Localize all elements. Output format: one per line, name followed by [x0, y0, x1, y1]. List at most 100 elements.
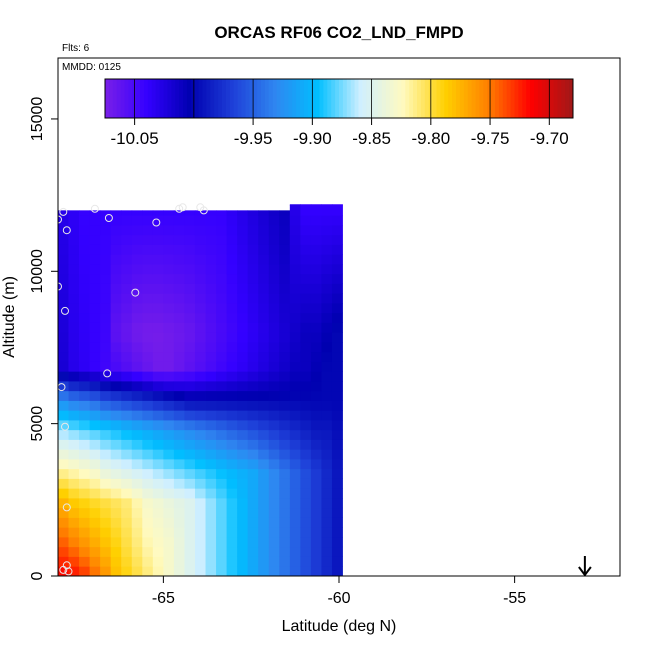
curtain-cell — [289, 556, 301, 567]
curtain-cell — [100, 507, 112, 518]
curtain-cell — [226, 468, 238, 479]
colorbar-segment — [491, 79, 496, 118]
curtain-cell — [173, 380, 185, 392]
curtain-cell — [89, 390, 101, 401]
curtain-cell — [173, 400, 185, 411]
curtain-cell — [142, 332, 154, 343]
colorbar-segment — [140, 79, 145, 118]
curtain-cell — [226, 302, 238, 314]
curtain-cell — [131, 488, 143, 499]
curtain-cell — [89, 380, 101, 392]
colorbar-segment — [331, 79, 336, 118]
curtain-cell — [142, 380, 154, 392]
colorbar-segment — [366, 79, 371, 118]
curtain-cell — [121, 449, 133, 460]
curtain-cell — [152, 419, 164, 431]
curtain-cell — [321, 380, 333, 392]
colorbar-segment — [479, 79, 484, 118]
curtain-cell — [194, 263, 206, 275]
curtain-cell — [68, 498, 80, 509]
curtain-cell — [321, 322, 333, 333]
curtain-cell — [310, 566, 322, 576]
curtain-cell — [58, 263, 69, 275]
curtain-cell — [110, 351, 122, 362]
curtain-cell — [268, 312, 280, 323]
curtain-cell — [89, 283, 101, 294]
colorbar-segment — [315, 79, 320, 118]
curtain-cell — [226, 419, 238, 431]
curtain-cell — [152, 439, 164, 450]
curtain-cell — [152, 322, 164, 333]
colorbar-segment — [545, 79, 551, 118]
curtain-cell — [131, 263, 143, 275]
x-axis-label: Latitude (deg N) — [282, 618, 397, 635]
data-point — [104, 214, 113, 222]
curtain-cell — [142, 419, 154, 431]
curtain-cell — [142, 478, 154, 489]
colorbar-segment — [405, 79, 410, 118]
curtain-cell — [258, 244, 270, 255]
curtain-cell — [58, 458, 69, 470]
curtain-cell — [58, 537, 69, 548]
curtain-cell — [68, 527, 80, 538]
data-point — [90, 204, 99, 213]
curtain-cell — [258, 322, 270, 333]
curtain-cell — [89, 215, 101, 226]
data-point — [58, 282, 62, 291]
curtain-cell — [205, 458, 217, 470]
curtain-cell — [110, 517, 122, 528]
curtain-cell — [216, 341, 227, 353]
curtain-cell — [279, 458, 291, 470]
curtain-cell — [131, 410, 143, 421]
colorbar-segment — [530, 79, 535, 118]
curtain-cell — [289, 263, 301, 275]
curtain-cell — [163, 215, 175, 226]
curtain-cell — [310, 224, 322, 236]
curtain-cell — [321, 488, 333, 499]
curtain-cell — [205, 478, 217, 489]
curtain-cell — [173, 419, 185, 431]
curtain-cell — [184, 488, 196, 499]
curtain-cell — [321, 478, 333, 489]
curtain-cell — [152, 234, 164, 245]
colorbar-segment — [432, 79, 437, 118]
curtain-cell — [184, 371, 196, 382]
curtain-cell — [184, 419, 196, 431]
colorbar-segment — [401, 79, 406, 118]
curtain-cell — [216, 429, 227, 440]
curtain-cell — [173, 312, 185, 323]
curtain-cell — [152, 429, 164, 440]
curtain-cell — [226, 380, 238, 392]
curtain-cell — [184, 439, 196, 450]
colorbar-segment — [483, 79, 488, 118]
curtain-cell — [226, 507, 238, 518]
colorbar-segment — [385, 79, 391, 118]
curtain-cell — [279, 371, 291, 382]
curtain-cell — [300, 332, 312, 343]
curtain-cell — [226, 429, 238, 440]
curtain-cell — [68, 322, 80, 333]
colorbar-segment — [557, 79, 562, 118]
curtain-cell — [247, 273, 259, 284]
curtain-cell — [321, 293, 333, 304]
curtain-cell — [121, 273, 133, 284]
curtain-cell — [142, 527, 154, 538]
curtain-cell — [89, 546, 101, 557]
curtain-cell — [121, 537, 133, 548]
curtain-cell — [331, 468, 343, 479]
curtain-cell — [173, 273, 185, 284]
curtain-cell — [279, 400, 291, 411]
curtain-cell — [279, 507, 291, 518]
curtain-cell — [131, 507, 143, 518]
curtain-cell — [184, 244, 196, 255]
colorbar-segment — [354, 79, 359, 118]
curtain-cell — [258, 254, 270, 265]
curtain-cell — [68, 273, 80, 284]
curtain-cell — [258, 224, 270, 236]
curtain-cell — [131, 302, 143, 314]
curtain-cell — [226, 215, 238, 226]
curtain-cell — [268, 556, 280, 567]
curtain-cell — [68, 546, 80, 557]
curtain-cell — [110, 410, 122, 421]
curtain-cell — [205, 488, 217, 499]
